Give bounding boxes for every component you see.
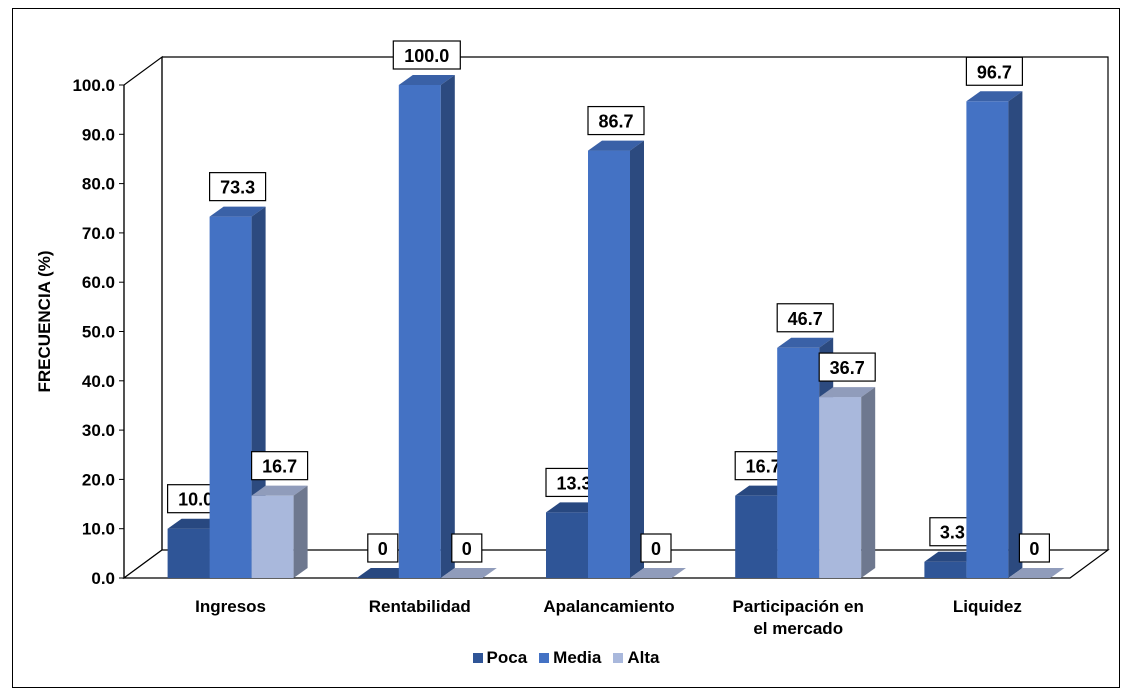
bar-poca <box>167 528 210 578</box>
bar-top-media <box>209 206 266 217</box>
y-tick-label: 0.0 <box>91 569 115 588</box>
bar-media <box>398 85 441 578</box>
legend-label: Alta <box>627 648 660 667</box>
data-label-box <box>640 533 672 563</box>
y-tick-label: 70.0 <box>82 224 115 243</box>
bar-alta <box>819 397 862 578</box>
data-label: 16.7 <box>262 457 297 477</box>
bar-top-alta <box>630 568 686 578</box>
data-label-box <box>1018 533 1051 563</box>
bar-top-alta <box>251 485 308 496</box>
data-label: 0 <box>462 539 472 559</box>
data-label-box <box>209 172 267 202</box>
bar-side-media <box>440 75 455 578</box>
data-label: 86.7 <box>598 112 633 132</box>
legend-item-media: Media <box>539 648 601 668</box>
data-label: 0 <box>1029 539 1039 559</box>
x-tick-label: Participación en <box>733 597 864 616</box>
legend-item-alta: Alta <box>613 648 659 668</box>
data-label-box <box>587 105 645 136</box>
bar-media <box>966 101 1009 579</box>
y-tick-label: 10.0 <box>82 520 115 539</box>
y-axis-title: FRECUENCIA (%) <box>35 251 54 393</box>
data-label-box <box>392 40 461 70</box>
data-label: 46.7 <box>788 309 823 329</box>
data-label-box <box>367 533 399 563</box>
bar-media <box>777 347 820 578</box>
bar-top-alta <box>819 387 876 398</box>
data-label-box <box>818 352 876 382</box>
y-tick-label: 80.0 <box>82 175 115 194</box>
x-tick-label: el mercado <box>753 619 843 638</box>
y-tick-label: 90.0 <box>82 125 115 144</box>
x-tick-label: Rentabilidad <box>369 597 471 616</box>
bar-poca <box>924 561 967 578</box>
bar-side-media <box>630 140 644 578</box>
bar-side-media <box>251 206 266 579</box>
y-tick-label: 60.0 <box>82 273 115 292</box>
data-label: 96.7 <box>977 62 1012 82</box>
data-label: 0 <box>378 539 388 559</box>
data-label-box <box>776 303 834 333</box>
legend-swatch <box>613 653 624 663</box>
bar-media <box>588 150 630 578</box>
bar-poca <box>735 495 778 578</box>
y-tick-label: 50.0 <box>82 323 115 342</box>
x-tick-label: Apalancamiento <box>543 597 674 616</box>
bar-top-alta <box>1008 568 1065 578</box>
data-label: 13.3 <box>556 473 591 493</box>
bar-media <box>209 216 252 579</box>
data-label: 0 <box>651 539 661 559</box>
bar-poca <box>546 512 588 578</box>
bar-top-media <box>777 337 834 348</box>
data-label-box <box>965 56 1024 86</box>
legend-item-poca: Poca <box>472 648 528 668</box>
bar-top-media <box>588 140 644 151</box>
x-tick-label: Liquidez <box>953 597 1022 616</box>
bar-side-media <box>1008 91 1023 579</box>
bar-alta <box>251 495 294 578</box>
data-label: 16.7 <box>746 457 781 477</box>
data-label: 10.0 <box>178 490 213 510</box>
back-wall <box>162 56 1109 550</box>
bar-top-media <box>398 75 455 85</box>
data-label: 3.3 <box>940 523 965 543</box>
y-tick-label: 30.0 <box>82 421 115 440</box>
legend-swatch <box>539 653 550 663</box>
y-tick-label: 20.0 <box>82 470 115 489</box>
x-tick-label: Ingresos <box>195 597 266 616</box>
bar-side-alta <box>861 387 876 578</box>
data-label: 73.3 <box>220 178 255 198</box>
data-label: 100.0 <box>404 46 449 66</box>
legend: Poca Media Alta <box>0 648 1132 668</box>
bar-top-media <box>966 91 1023 102</box>
y-tick-label: 100.0 <box>72 76 115 95</box>
bar-side-alta <box>293 485 308 578</box>
side-wall <box>123 55 163 580</box>
legend-label: Poca <box>486 648 528 667</box>
data-label-box <box>451 533 483 563</box>
legend-swatch <box>472 653 483 663</box>
y-tick-label: 40.0 <box>82 372 115 391</box>
data-label: 36.7 <box>830 358 865 378</box>
bar-top-alta <box>440 568 497 578</box>
data-label-box <box>251 451 309 481</box>
legend-label: Media <box>553 648 602 667</box>
